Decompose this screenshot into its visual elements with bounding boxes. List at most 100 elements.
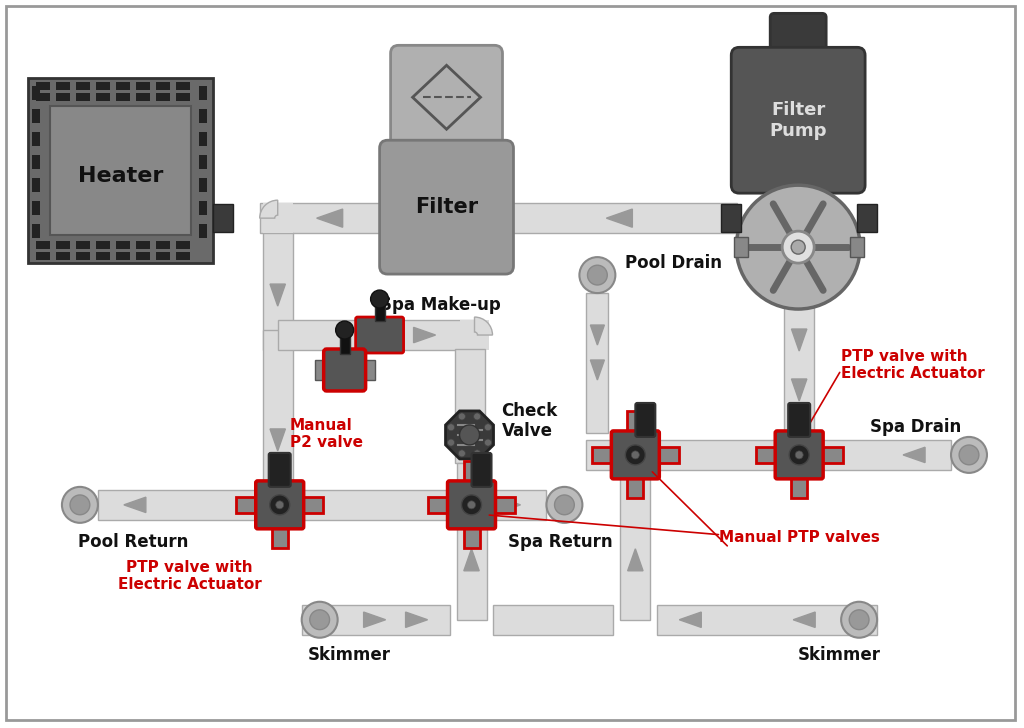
Circle shape <box>580 257 615 293</box>
Polygon shape <box>794 612 815 628</box>
Bar <box>263 330 293 505</box>
Circle shape <box>959 445 979 464</box>
Bar <box>96 252 110 260</box>
Circle shape <box>459 413 465 420</box>
Text: Filter: Filter <box>415 197 478 217</box>
FancyBboxPatch shape <box>428 497 451 513</box>
FancyBboxPatch shape <box>792 411 807 435</box>
Polygon shape <box>591 360 604 380</box>
Bar <box>136 82 150 90</box>
Circle shape <box>547 487 583 523</box>
Bar <box>156 241 170 249</box>
FancyBboxPatch shape <box>628 411 643 435</box>
Bar <box>821 440 951 470</box>
Bar <box>116 93 130 101</box>
Circle shape <box>632 451 639 459</box>
Bar <box>494 605 613 635</box>
FancyBboxPatch shape <box>355 317 403 353</box>
FancyBboxPatch shape <box>447 481 496 529</box>
Circle shape <box>792 240 805 254</box>
Bar <box>362 360 375 380</box>
Polygon shape <box>628 549 643 571</box>
Text: Filter
Pump: Filter Pump <box>769 101 827 140</box>
Bar <box>457 527 486 620</box>
Bar <box>657 440 777 470</box>
Polygon shape <box>270 429 286 451</box>
Bar <box>587 293 608 433</box>
Bar <box>621 477 650 620</box>
FancyBboxPatch shape <box>492 497 515 513</box>
Bar <box>56 82 70 90</box>
Bar <box>136 93 150 101</box>
Bar <box>56 93 70 101</box>
Polygon shape <box>606 209 633 227</box>
FancyBboxPatch shape <box>237 497 259 513</box>
Polygon shape <box>445 411 494 459</box>
Bar <box>457 463 486 505</box>
FancyBboxPatch shape <box>731 47 865 193</box>
Text: Manual PTP valves: Manual PTP valves <box>719 530 881 545</box>
Bar <box>783 218 813 238</box>
FancyBboxPatch shape <box>756 447 778 463</box>
Bar <box>156 82 170 90</box>
Circle shape <box>310 610 330 630</box>
Bar <box>278 320 394 350</box>
FancyBboxPatch shape <box>464 462 479 484</box>
Text: Spa Return: Spa Return <box>508 533 612 551</box>
Text: Spa Drain: Spa Drain <box>869 418 961 436</box>
FancyBboxPatch shape <box>300 497 324 513</box>
Bar <box>199 132 207 146</box>
Circle shape <box>460 425 479 445</box>
Polygon shape <box>591 325 604 345</box>
Bar <box>56 241 70 249</box>
Circle shape <box>841 602 878 638</box>
Polygon shape <box>792 329 807 351</box>
Bar <box>784 232 814 455</box>
Circle shape <box>790 445 809 465</box>
Polygon shape <box>414 328 435 343</box>
Text: Skimmer: Skimmer <box>798 646 881 664</box>
Bar <box>36 241 50 249</box>
Wedge shape <box>474 317 493 335</box>
Bar <box>36 82 50 90</box>
Bar <box>362 320 474 350</box>
FancyBboxPatch shape <box>268 453 291 487</box>
Circle shape <box>447 439 455 446</box>
Circle shape <box>70 495 90 515</box>
FancyBboxPatch shape <box>464 526 479 548</box>
Circle shape <box>796 451 803 459</box>
Text: Pool Return: Pool Return <box>78 533 188 551</box>
FancyBboxPatch shape <box>775 431 823 479</box>
Circle shape <box>951 437 987 473</box>
Polygon shape <box>792 379 807 401</box>
Bar <box>260 203 388 233</box>
Polygon shape <box>124 497 145 513</box>
Bar <box>76 252 90 260</box>
Circle shape <box>462 495 481 515</box>
Bar <box>116 241 130 249</box>
Circle shape <box>371 290 388 308</box>
Bar <box>96 241 110 249</box>
Circle shape <box>275 501 284 509</box>
Bar <box>199 201 207 215</box>
Bar <box>136 252 150 260</box>
Bar <box>76 82 90 90</box>
Circle shape <box>474 413 480 420</box>
Circle shape <box>336 321 353 339</box>
Polygon shape <box>270 284 286 306</box>
Wedge shape <box>260 200 278 218</box>
Bar <box>176 252 189 260</box>
Bar <box>587 440 613 470</box>
Circle shape <box>269 495 290 515</box>
Polygon shape <box>316 209 343 227</box>
Circle shape <box>736 185 860 309</box>
Bar <box>28 79 213 263</box>
Bar <box>850 237 864 257</box>
Text: Manual
P2 valve: Manual P2 valve <box>290 418 362 451</box>
Bar <box>176 241 189 249</box>
Circle shape <box>474 450 480 457</box>
Circle shape <box>468 501 475 509</box>
FancyBboxPatch shape <box>390 45 503 149</box>
Circle shape <box>459 450 465 457</box>
Bar <box>213 204 232 232</box>
